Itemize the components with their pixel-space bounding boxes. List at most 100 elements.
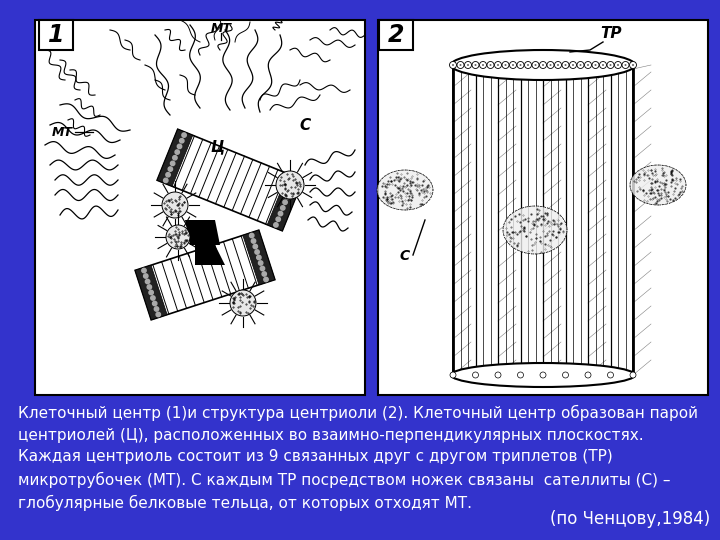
Circle shape bbox=[542, 64, 544, 66]
Circle shape bbox=[449, 62, 456, 69]
Circle shape bbox=[464, 62, 472, 69]
Circle shape bbox=[624, 64, 626, 66]
Ellipse shape bbox=[451, 50, 635, 80]
Circle shape bbox=[510, 62, 516, 69]
Circle shape bbox=[595, 64, 596, 66]
Circle shape bbox=[614, 62, 621, 69]
Text: С: С bbox=[400, 249, 410, 263]
Circle shape bbox=[585, 62, 592, 69]
Circle shape bbox=[570, 62, 577, 69]
Ellipse shape bbox=[377, 170, 433, 210]
Circle shape bbox=[276, 171, 304, 199]
Circle shape bbox=[554, 62, 562, 69]
Circle shape bbox=[156, 312, 161, 316]
Circle shape bbox=[467, 64, 469, 66]
Circle shape bbox=[287, 188, 292, 193]
Circle shape bbox=[512, 64, 514, 66]
Circle shape bbox=[230, 290, 256, 316]
Circle shape bbox=[564, 64, 567, 66]
Circle shape bbox=[608, 372, 613, 378]
Circle shape bbox=[179, 139, 184, 143]
Circle shape bbox=[592, 62, 599, 69]
Circle shape bbox=[276, 217, 280, 221]
Circle shape bbox=[497, 64, 499, 66]
Circle shape bbox=[562, 372, 569, 378]
Circle shape bbox=[580, 64, 582, 66]
Circle shape bbox=[143, 274, 148, 278]
Polygon shape bbox=[195, 245, 225, 265]
FancyBboxPatch shape bbox=[379, 20, 413, 50]
Circle shape bbox=[450, 372, 456, 378]
Circle shape bbox=[585, 372, 591, 378]
Circle shape bbox=[480, 62, 487, 69]
Circle shape bbox=[547, 62, 554, 69]
Text: Клеточный центр (1)и структура центриоли (2). Клеточный центр образован парой
це: Клеточный центр (1)и структура центриоли… bbox=[18, 405, 698, 511]
Circle shape bbox=[502, 62, 509, 69]
Circle shape bbox=[292, 177, 297, 182]
Circle shape bbox=[166, 173, 170, 177]
Circle shape bbox=[163, 178, 168, 183]
Circle shape bbox=[617, 64, 619, 66]
Ellipse shape bbox=[451, 363, 635, 387]
Circle shape bbox=[166, 225, 190, 249]
Bar bbox=[453, 65, 633, 375]
Text: 1: 1 bbox=[48, 23, 64, 47]
Circle shape bbox=[610, 64, 611, 66]
Circle shape bbox=[600, 62, 606, 69]
Circle shape bbox=[274, 222, 278, 227]
Circle shape bbox=[283, 200, 287, 205]
Text: МТ: МТ bbox=[210, 22, 232, 35]
Circle shape bbox=[262, 272, 266, 276]
Polygon shape bbox=[157, 129, 303, 231]
FancyBboxPatch shape bbox=[39, 20, 73, 50]
Circle shape bbox=[258, 261, 263, 265]
Circle shape bbox=[459, 64, 462, 66]
Circle shape bbox=[260, 266, 265, 271]
Bar bbox=[0, 397, 720, 540]
Circle shape bbox=[264, 277, 269, 282]
Circle shape bbox=[527, 64, 529, 66]
Polygon shape bbox=[185, 220, 220, 245]
Circle shape bbox=[472, 62, 479, 69]
Ellipse shape bbox=[503, 206, 567, 254]
Circle shape bbox=[150, 296, 155, 300]
Circle shape bbox=[281, 206, 285, 210]
Circle shape bbox=[474, 64, 477, 66]
Circle shape bbox=[253, 244, 258, 249]
Circle shape bbox=[518, 372, 523, 378]
Circle shape bbox=[255, 250, 259, 254]
Circle shape bbox=[587, 64, 589, 66]
Circle shape bbox=[168, 167, 173, 171]
Bar bbox=[35, 20, 365, 395]
Circle shape bbox=[250, 233, 254, 238]
Circle shape bbox=[562, 62, 569, 69]
Circle shape bbox=[182, 133, 186, 137]
Circle shape bbox=[607, 62, 614, 69]
Circle shape bbox=[534, 64, 536, 66]
Circle shape bbox=[145, 279, 150, 284]
Text: МТ: МТ bbox=[52, 125, 73, 138]
Polygon shape bbox=[135, 230, 275, 320]
Polygon shape bbox=[267, 174, 303, 231]
Circle shape bbox=[457, 62, 464, 69]
Circle shape bbox=[577, 62, 584, 69]
Polygon shape bbox=[243, 230, 275, 285]
Circle shape bbox=[487, 62, 494, 69]
Circle shape bbox=[524, 62, 531, 69]
Circle shape bbox=[154, 307, 158, 311]
Circle shape bbox=[153, 301, 157, 306]
Circle shape bbox=[251, 239, 256, 243]
Circle shape bbox=[629, 62, 636, 69]
Circle shape bbox=[452, 64, 454, 66]
Circle shape bbox=[173, 156, 177, 160]
Circle shape bbox=[490, 64, 492, 66]
Polygon shape bbox=[135, 265, 167, 320]
Circle shape bbox=[517, 62, 524, 69]
Circle shape bbox=[532, 62, 539, 69]
Circle shape bbox=[622, 62, 629, 69]
Circle shape bbox=[539, 62, 546, 69]
Circle shape bbox=[549, 64, 552, 66]
Circle shape bbox=[557, 64, 559, 66]
Circle shape bbox=[162, 192, 188, 218]
Circle shape bbox=[472, 372, 479, 378]
